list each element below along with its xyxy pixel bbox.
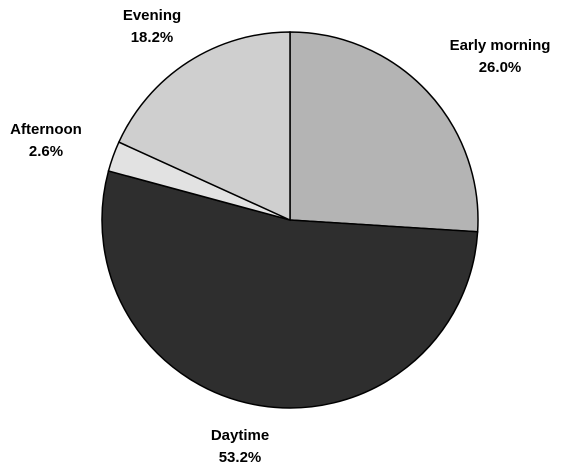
pie-slice: [117, 31, 291, 222]
slice-value-label: 26.0%: [479, 59, 522, 76]
slice-label: Evening: [123, 7, 181, 24]
slice-value-label: 2.6%: [29, 143, 63, 160]
slice-label: Daytime: [211, 427, 269, 444]
slice-value-label: 53.2%: [219, 449, 262, 466]
pie-slice: [289, 31, 479, 233]
slice-value-label: 18.2%: [131, 29, 174, 46]
slice-label: Afternoon: [10, 121, 82, 138]
slice-label: Early morning: [450, 37, 551, 54]
pie-slice: [101, 170, 479, 409]
